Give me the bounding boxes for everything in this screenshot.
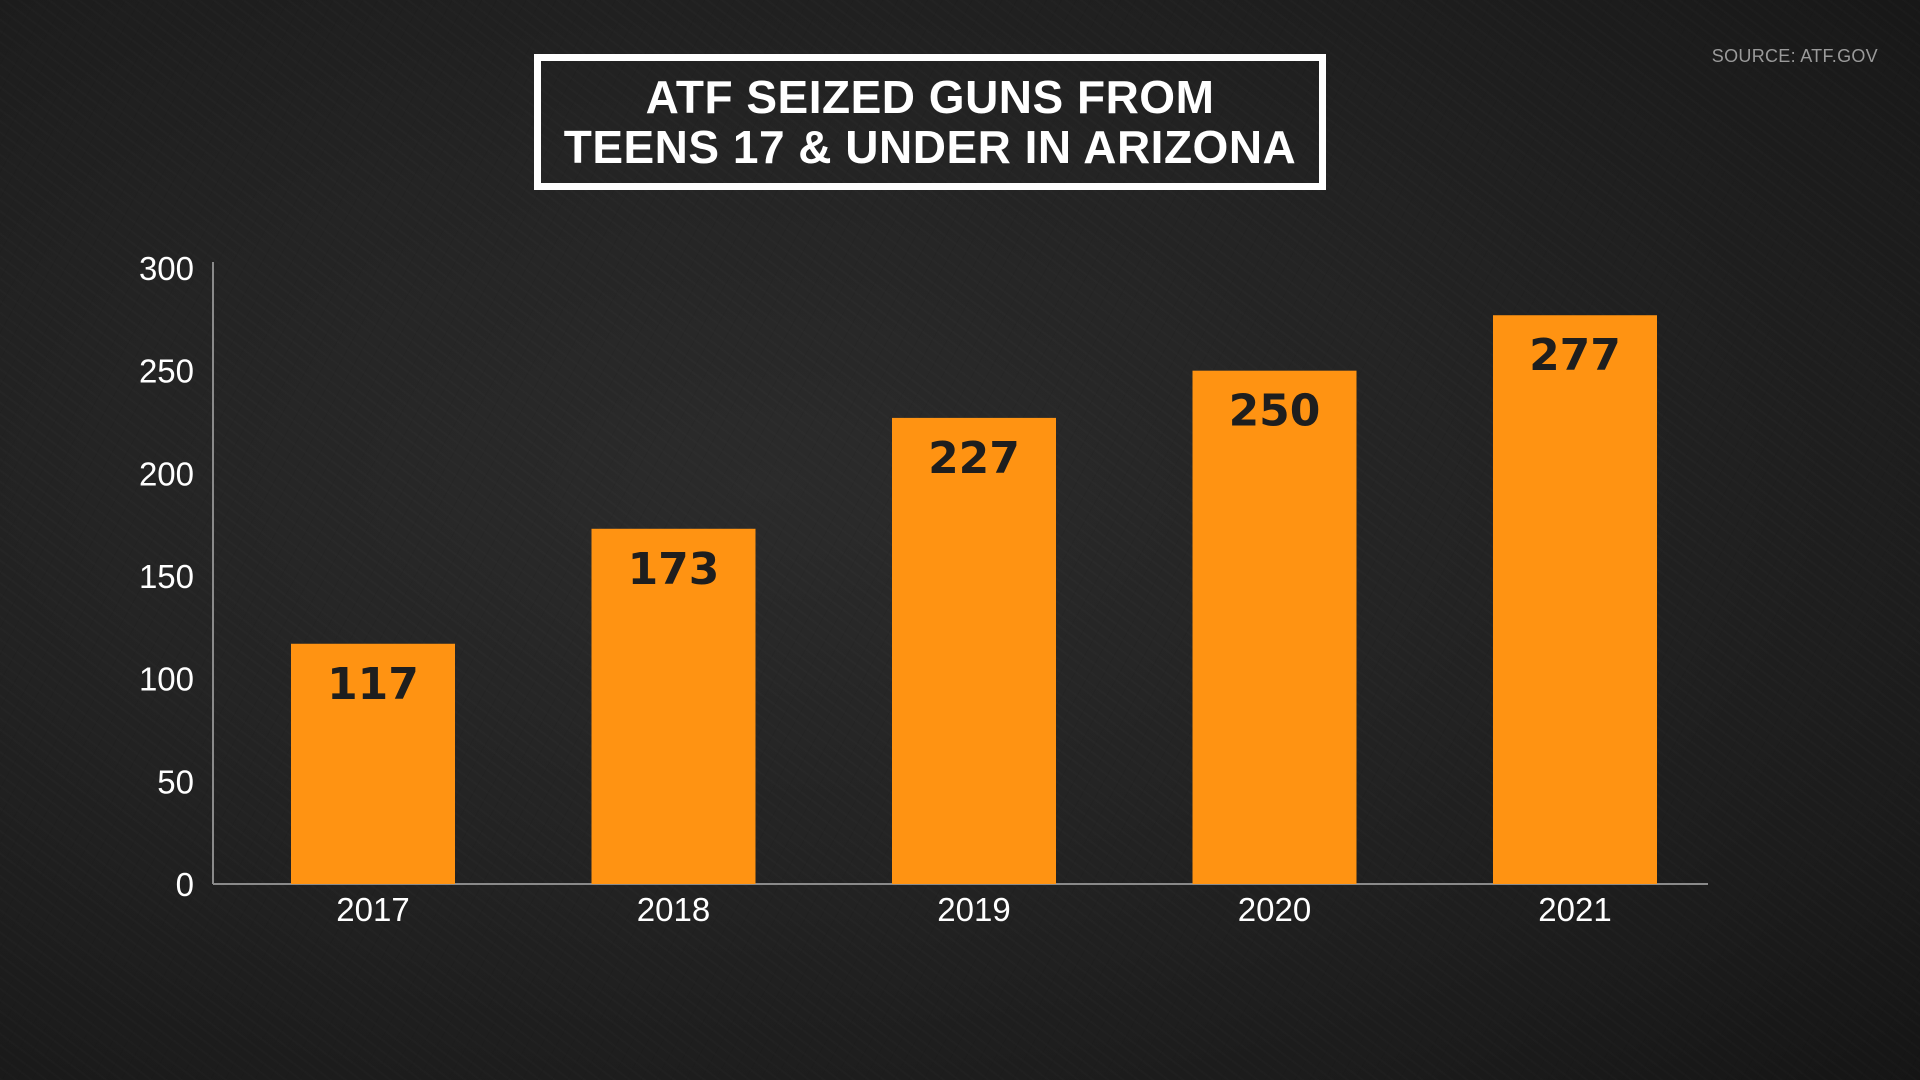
x-tick-label: 2018 [637,891,710,928]
y-tick-label: 0 [176,866,194,903]
bar-2019 [892,417,1056,884]
x-tick-label: 2021 [1538,891,1611,928]
y-axis: 0 50 100 150 200 250 300 [139,250,214,903]
y-tick-label: 200 [139,455,194,492]
y-tick-label: 300 [139,250,194,287]
x-tick-label: 2019 [937,891,1010,928]
chart-title-line-1: ATF SEIZED GUNS FROM [645,71,1215,123]
bar-2017 [291,643,455,884]
y-tick-label: 150 [139,558,194,595]
data-label: 250 [1229,386,1321,437]
bar-2020 [1192,370,1357,885]
data-labels: 117 173 227 250 277 [327,330,1621,710]
bar-2018 [591,528,756,884]
source-credit: SOURCE: ATF.GOV [1711,46,1878,66]
data-label: 117 [327,659,419,710]
chart-title-line-2: TEENS 17 & UNDER IN ARIZONA [563,121,1297,173]
x-tick-label: 2017 [336,891,409,928]
y-tick-label: 50 [157,763,194,800]
bar-2021 [1493,315,1657,884]
y-tick-label: 250 [139,353,194,390]
y-tick-label: 100 [139,661,194,698]
x-axis: 2017 2018 2019 2020 2021 [213,883,1708,928]
data-label: 173 [628,544,720,595]
chart-title-box: ATF SEIZED GUNS FROM TEENS 17 & UNDER IN… [534,54,1326,190]
data-label: 277 [1529,330,1621,381]
x-tick-label: 2020 [1238,891,1311,928]
bars [291,315,1657,885]
data-label: 227 [928,433,1020,484]
